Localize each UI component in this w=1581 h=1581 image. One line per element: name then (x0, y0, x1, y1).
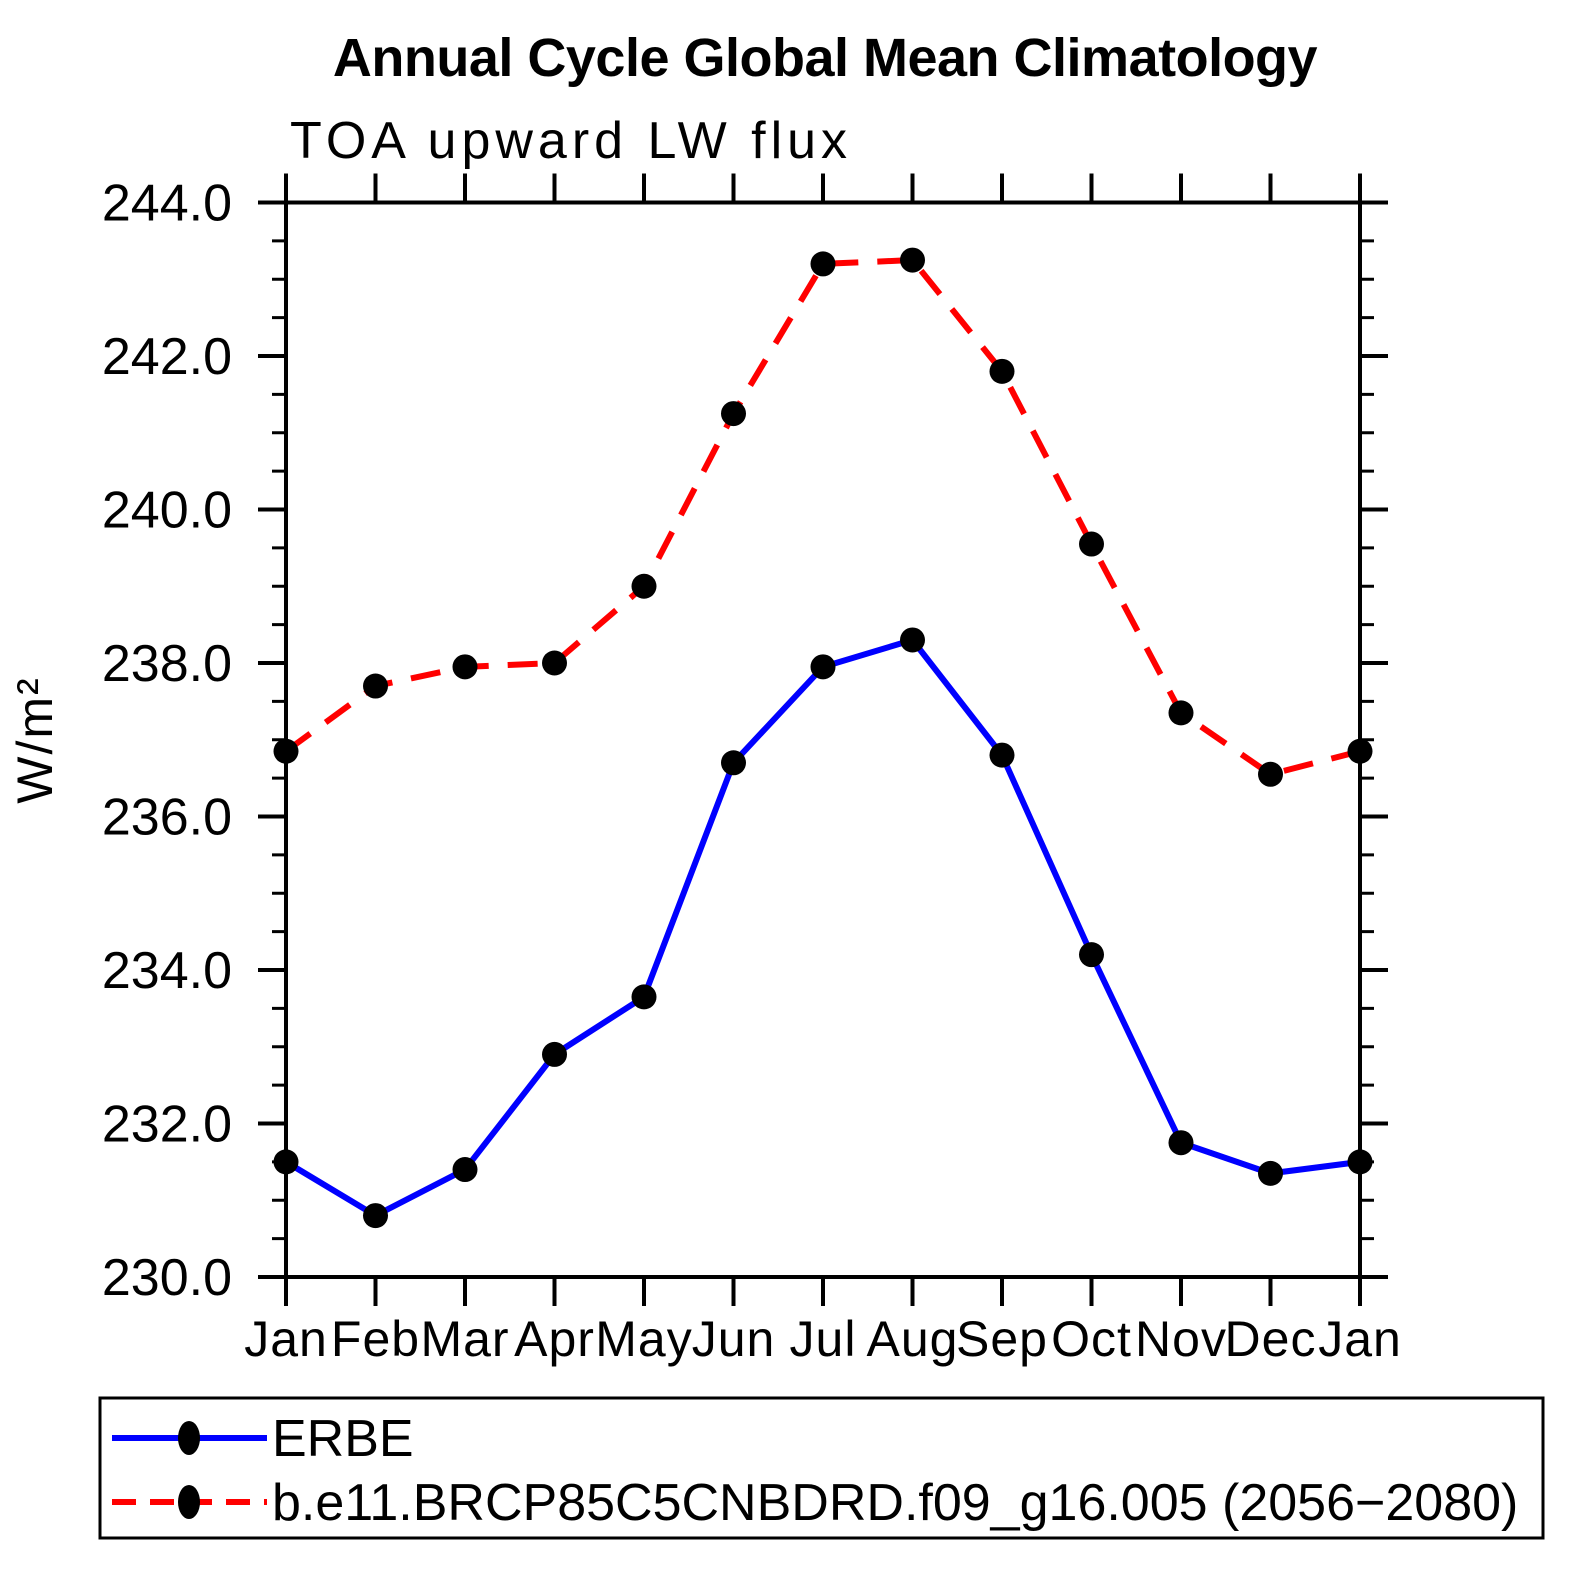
legend-border (98, 1396, 1545, 1540)
data-point-s1-Jul (810, 251, 836, 277)
data-point-s0-Jan (273, 1149, 299, 1175)
data-point-s1-Aug (900, 247, 925, 273)
x-tick-label: Jan (1318, 1311, 1402, 1367)
y-tick-label: 240.0 (102, 482, 232, 540)
data-point-s0-Dec (1258, 1160, 1283, 1186)
y-tick-label: 236.0 (102, 789, 232, 847)
x-tick-label: Jul (790, 1311, 857, 1367)
data-point-s0-Sep (989, 742, 1015, 768)
legend-model-marker-icon (178, 1485, 200, 1519)
data-point-s1-Dec (1258, 761, 1283, 787)
series-line-1 (284, 257, 1361, 778)
legend-erbe-marker-icon (178, 1421, 200, 1455)
y-tick-label: 232.0 (102, 1096, 232, 1154)
data-point-s1-Oct (1079, 531, 1104, 557)
data-point-s1-Feb (363, 673, 388, 699)
legend-item-erbe: ERBE (112, 1410, 414, 1468)
data-point-s1-Jan (1347, 738, 1373, 764)
data-point-s1-Apr (542, 650, 567, 676)
x-tick-label: Jan (244, 1311, 328, 1367)
legend-box: ERBE b.e11.BRCP85C5CNBDRD.f09_g16.005 (2… (98, 1396, 1545, 1540)
data-point-s0-Jul (810, 654, 836, 680)
x-tick-label: May (595, 1311, 692, 1367)
data-point-s1-Mar (452, 654, 478, 680)
data-point-s0-Mar (452, 1157, 478, 1183)
y-tick-label: 238.0 (102, 635, 232, 693)
data-point-s1-Jan (273, 738, 299, 764)
legend-item-model: b.e11.BRCP85C5CNBDRD.f09_g16.005 (2056−2… (112, 1474, 1518, 1532)
data-point-s1-Nov (1168, 700, 1194, 726)
x-tick-label: Sep (956, 1311, 1048, 1367)
y-tick-label: 244.0 (102, 175, 232, 233)
series-line-0 (284, 636, 1361, 1220)
y-tick-label: 230.0 (102, 1249, 232, 1307)
chart-title: Annual Cycle Global Mean Climatology (333, 28, 1318, 88)
legend-label-model: b.e11.BRCP85C5CNBDRD.f09_g16.005 (2056−2… (272, 1474, 1518, 1532)
plot-frame (284, 200, 1362, 1279)
legend-label-erbe: ERBE (272, 1410, 414, 1468)
x-tick-label: Mar (420, 1311, 509, 1367)
x-tick-label: Oct (1051, 1311, 1132, 1367)
axes-layer: 230.0 232.0 234.0 236.0 238.0 240.0 242.0 244.0… (102, 173, 1402, 1367)
y-tick-label: 242.0 (102, 328, 232, 386)
data-point-s0-Apr (542, 1041, 567, 1067)
data-point-s1-May (631, 573, 657, 599)
y-axis-label: W/m² (7, 676, 63, 803)
x-tick-label: Jun (692, 1311, 776, 1367)
data-point-s0-Nov (1168, 1130, 1194, 1156)
y-tick-label: 234.0 (102, 942, 232, 1000)
x-tick-label: Aug (867, 1311, 959, 1367)
data-point-s1-Sep (989, 358, 1015, 384)
x-tick-label: Feb (331, 1311, 420, 1367)
data-point-s0-May (631, 984, 657, 1010)
x-tick-label: Nov (1135, 1311, 1227, 1367)
x-tick-label: Dec (1225, 1311, 1317, 1367)
data-point-s0-Feb (363, 1203, 388, 1229)
data-point-s0-Aug (900, 627, 925, 653)
data-point-s1-Jun (721, 401, 746, 427)
data-point-s0-Jun (721, 750, 746, 776)
chart-subtitle: TOA upward LW flux (290, 112, 852, 170)
data-point-s0-Jan (1347, 1149, 1373, 1175)
data-point-s0-Oct (1079, 942, 1104, 968)
x-tick-label: Apr (514, 1311, 595, 1367)
series-layer (273, 247, 1373, 1229)
